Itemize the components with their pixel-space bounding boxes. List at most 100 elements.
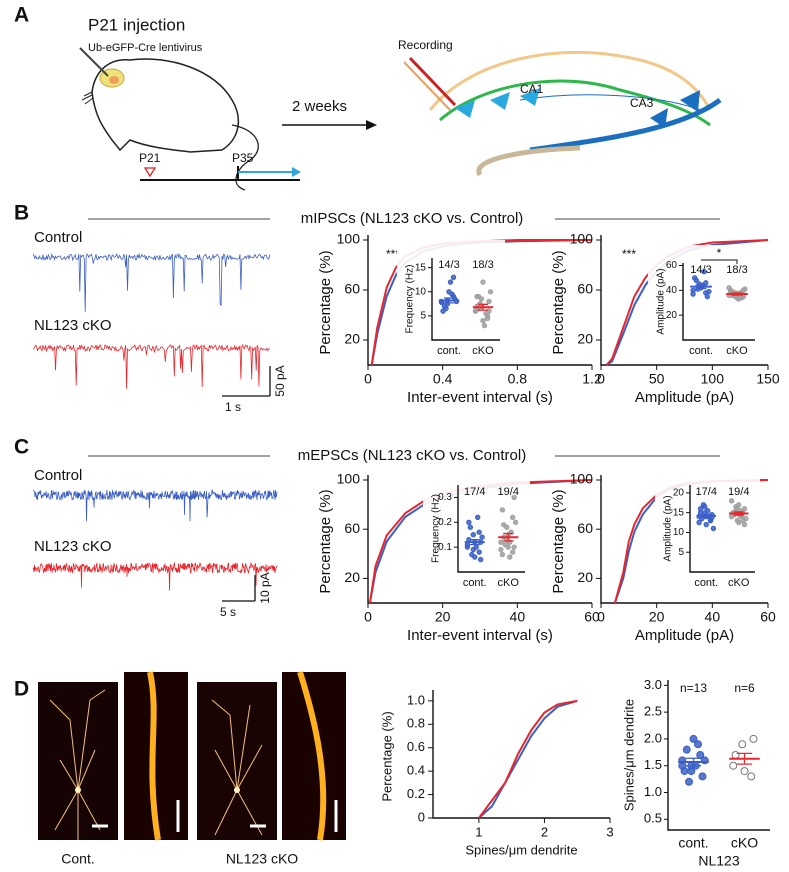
data-point (472, 308, 479, 314)
data-point (736, 519, 742, 526)
data-point (747, 772, 756, 781)
title-backing (270, 208, 555, 230)
inset-backing (423, 467, 530, 588)
inset-backing (648, 245, 760, 356)
trace-label: Control (34, 467, 82, 484)
inset-backing (655, 467, 760, 588)
data-point (499, 551, 506, 558)
category-label: cont. (437, 345, 461, 357)
y-tick-label: 20 (577, 569, 593, 585)
significance: *** (386, 247, 400, 261)
category-label: cKO (726, 345, 748, 357)
data-point (472, 554, 478, 560)
data-point (749, 734, 758, 743)
timepoint: P35 (232, 151, 254, 165)
trace-label: NL123 cKO (34, 538, 112, 555)
data-point (486, 298, 492, 305)
y-tick-label: 15 (415, 262, 427, 273)
x-tick-label: 0 (364, 371, 372, 387)
y-tick-label: 40 (666, 285, 678, 296)
data-point (738, 740, 747, 749)
image-label: NL123 cKO (226, 851, 298, 867)
sem-bar (731, 292, 743, 296)
virus-label: Ub-eGFP-Cre lentivirus (88, 42, 203, 54)
y-axis-label: Amplitude (pA) (656, 268, 667, 334)
y-tick-label: 100 (337, 471, 361, 487)
y-axis-label: Frequency (Hz) (405, 265, 416, 334)
y-tick-label: 100 (570, 471, 594, 487)
x-tick-label: 2 (541, 824, 548, 839)
axis (431, 258, 500, 341)
sem-bar (733, 511, 744, 516)
y-tick-label: 1.5 (644, 757, 662, 772)
title-backing (270, 445, 555, 467)
n-label: n=13 (680, 681, 707, 695)
category-label: cont. (463, 577, 487, 589)
y-tick-label: 1.0 (407, 692, 425, 707)
current-trace (32, 561, 278, 591)
x-tick-label: 0.4 (433, 371, 453, 387)
n-label: 14/3 (438, 259, 459, 271)
section-title: mIPSCs (NL123 cKO vs. Control) (301, 210, 524, 227)
n-label: 18/3 (472, 259, 493, 271)
data-point (480, 318, 486, 324)
x-tick-label: 0 (597, 371, 605, 387)
data-point (470, 546, 476, 553)
y-tick-label: 5 (420, 311, 426, 322)
scale-label: 50 pA (273, 365, 287, 396)
data-point (693, 740, 702, 749)
y-tick-label: 0.8 (407, 716, 425, 731)
category-label: cKO (728, 577, 750, 589)
panel-label: B (14, 202, 29, 225)
x-tick-label: 0 (364, 609, 372, 625)
y-tick-label: 5 (678, 547, 684, 558)
axis (682, 263, 755, 341)
data-point (467, 524, 474, 530)
cdf-line (478, 699, 578, 819)
x-tick-label: 100 (701, 371, 725, 387)
y-tick-label: 10 (415, 286, 427, 297)
x-axis-label: Amplitude (pA) (635, 389, 734, 406)
data-point (447, 279, 454, 285)
n-label: 18/3 (726, 264, 747, 276)
y-tick-label: 60 (666, 260, 678, 271)
y-axis-label: Spines/μm dendrite (621, 699, 636, 811)
y-tick-label: 20 (344, 331, 360, 347)
data-point (740, 767, 749, 776)
image-label: Cont. (61, 851, 94, 867)
category-label: cKO (472, 345, 494, 357)
data-point (512, 519, 519, 525)
y-axis-label: Amplitude (pA) (663, 495, 674, 561)
data-point (449, 291, 455, 297)
n-label: 19/4 (498, 486, 519, 498)
scale-bar (222, 366, 271, 602)
data-point (696, 519, 702, 526)
y-axis-label: Percentage (%) (550, 489, 567, 593)
axis (689, 485, 755, 573)
x-axis-label: Inter-event interval (s) (407, 389, 553, 406)
data-point (689, 734, 698, 743)
data-point (480, 279, 486, 285)
y-tick-label: 2.0 (644, 730, 662, 745)
data-point (443, 305, 449, 312)
sem-bar (695, 284, 707, 290)
trace-label: NL123 cKO (34, 317, 112, 334)
data-point (499, 507, 506, 513)
data-point (743, 515, 749, 522)
data-point (479, 534, 485, 540)
data-point (702, 504, 708, 510)
y-tick-label: 0.6 (407, 739, 425, 754)
significance: *** (622, 247, 636, 261)
data-point (511, 494, 517, 501)
category-label: cont. (689, 345, 713, 357)
sem-bar (685, 757, 702, 767)
x-tick-label: 0 (597, 609, 605, 625)
data-point (740, 287, 747, 294)
x-tick-label: 20 (649, 609, 665, 625)
hippocampus-illustration (403, 50, 722, 177)
y-axis-label: Percentage (%) (317, 489, 334, 593)
data-point (450, 274, 457, 280)
y-tick-label: 15 (673, 507, 685, 518)
x-tick-label: 3 (606, 824, 613, 839)
